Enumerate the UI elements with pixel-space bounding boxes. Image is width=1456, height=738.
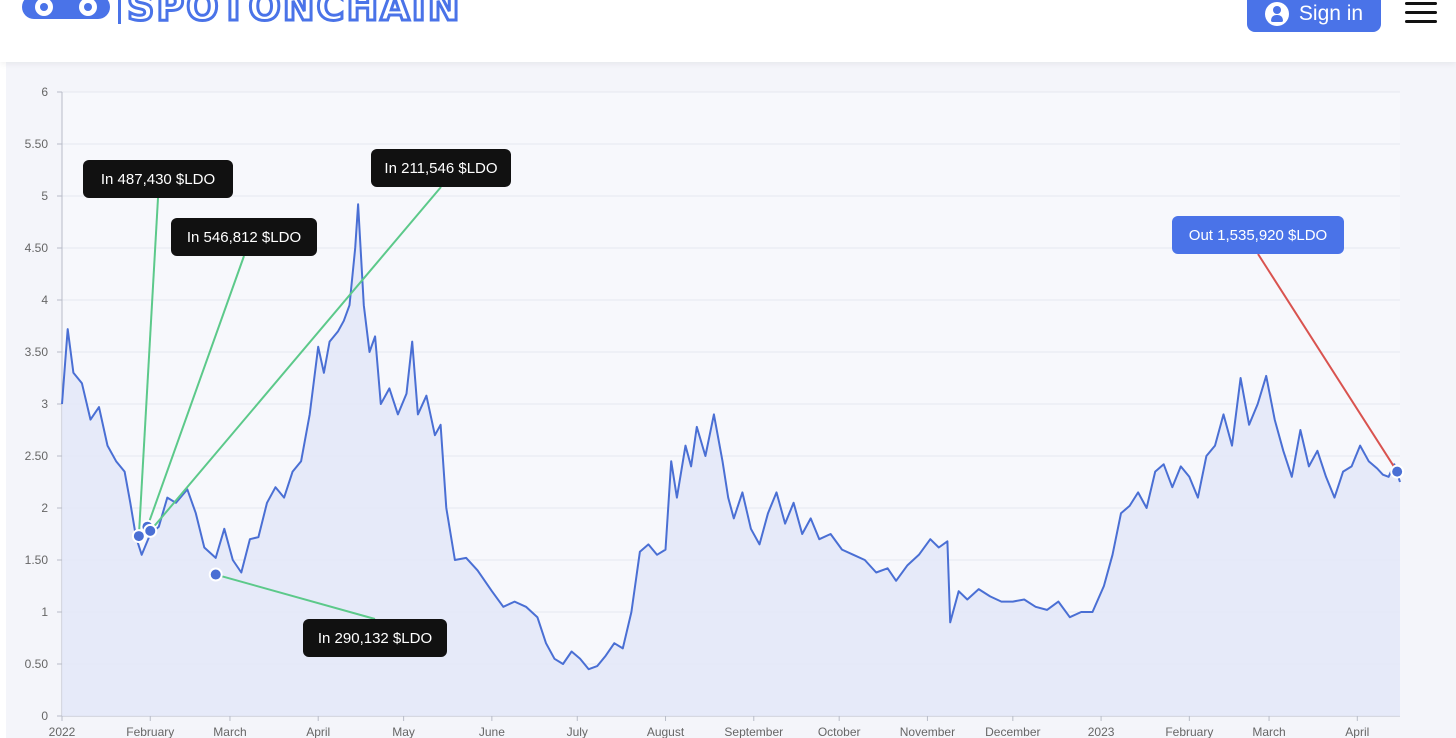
spotonchain-logo[interactable]: SPOTONCHAIN [20,0,462,31]
y-tick-label: 0 [41,709,48,723]
logo-text: SPOTONCHAIN [126,0,462,31]
y-tick-label: 1.50 [25,553,49,567]
x-tick-label: August [647,725,685,738]
chart-panel: 0 0.50 1 1.50 2 2.50 3 3.50 4 4.50 5 5.50 6 2022 Febru… [6,62,1456,738]
x-tick-label: April [1345,725,1369,738]
logo-glasses-icon [22,0,110,19]
user-icon [1264,2,1289,26]
annotation-label-box [303,619,447,657]
y-tick-label: 6 [41,85,48,99]
menu-bar-3 [1405,20,1437,23]
y-tick-label: 2 [41,501,48,515]
x-tick-label: March [1252,725,1285,738]
sign-in-button[interactable]: Sign in [1247,0,1381,32]
annotation-label: Out 1,535,920 $LDO [1189,227,1327,244]
y-tick-label: 5 [41,189,48,203]
hamburger-menu-icon[interactable] [1405,2,1439,24]
x-tick-label: 2022 [49,725,76,738]
x-tick-label: March [213,725,246,738]
y-tick-label: 1 [41,605,48,619]
x-tick-label: 2023 [1088,725,1115,738]
menu-bar-2 [1405,11,1437,14]
logo-divider [118,0,121,24]
annotation-label: In 487,430 $LDO [101,171,215,188]
x-tick-label: November [900,725,955,738]
x-tick-label: July [567,725,588,738]
menu-bar-1 [1405,2,1437,5]
price-chart: 0 0.50 1 1.50 2 2.50 3 3.50 4 4.50 5 5.50 6 2022 Febru… [25,85,1405,738]
x-tick-label: April [306,725,330,738]
y-tick-label: 0.50 [25,657,49,671]
annotation-point [208,567,223,582]
annotation-label-box [371,149,511,187]
series-area [62,204,1400,717]
annotation-label-box [171,218,317,256]
y-tick-label: 2.50 [25,449,49,463]
annotation-point [1390,464,1405,479]
y-tick-label: 4 [41,293,48,307]
x-tick-label: May [392,725,415,738]
annotation-label: In 546,812 $LDO [187,229,301,246]
annotation-connector [149,186,442,532]
x-tick-label: February [126,725,174,738]
annotation-connector [1257,253,1398,473]
annotation-label: In 211,546 $LDO [384,160,497,177]
x-tick-label: October [818,725,861,738]
annotation-point [131,529,146,544]
site-header: SPOTONCHAIN Sign in [0,0,1456,62]
y-tick-label: 3.50 [25,345,49,359]
y-tick-label: 3 [41,397,48,411]
annotation-connector [146,255,245,528]
x-tick-label: December [985,725,1040,738]
y-tick-label: 4.50 [25,241,49,255]
sign-in-label: Sign in [1298,2,1364,25]
x-tick-label: June [479,725,505,738]
series-line [61,203,1401,671]
annotation-connector [215,573,376,620]
annotation-point [143,523,158,538]
x-tick-label: February [1165,725,1213,738]
annotation-connector [137,197,159,537]
annotation-label-box [1172,216,1344,254]
annotation-label: In 290,132 $LDO [318,630,432,647]
y-tick-label: 5.50 [25,137,49,151]
annotation-label-box [83,160,233,198]
x-tick-label: September [724,725,783,738]
